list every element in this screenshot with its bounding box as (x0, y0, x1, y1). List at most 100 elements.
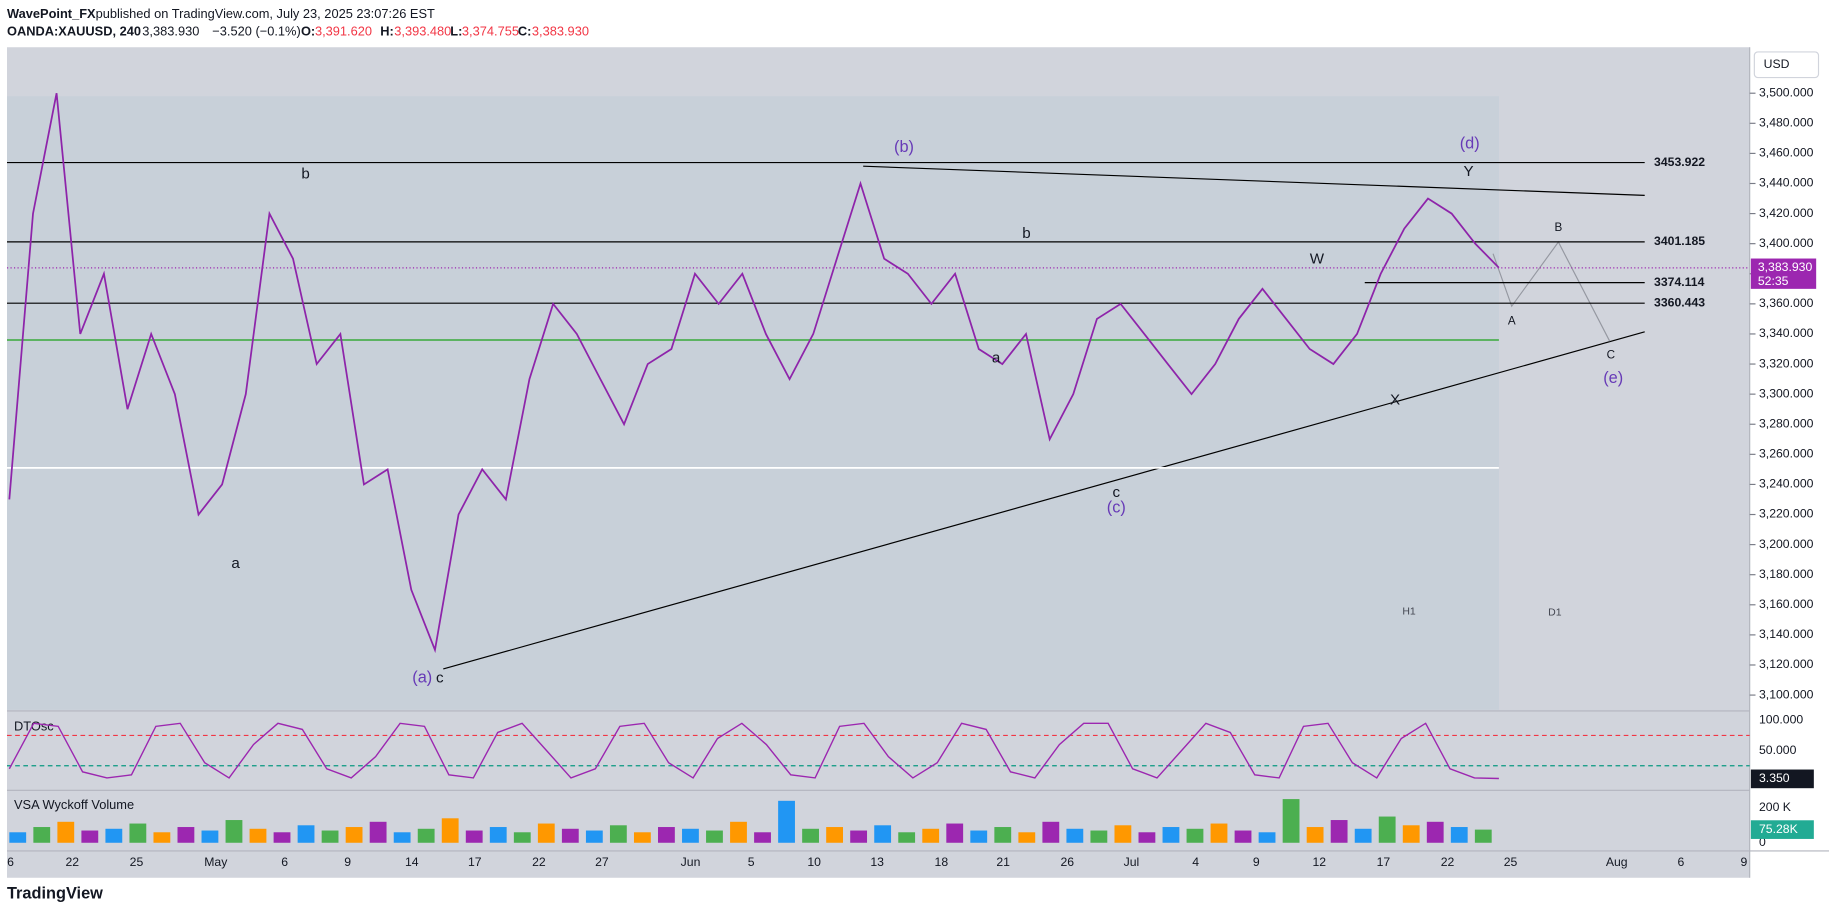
volume-last: 75.28K (1759, 822, 1799, 836)
osc-last: 3.350 (1759, 771, 1790, 785)
x-tick-label: 21 (996, 855, 1010, 869)
volume-bar (393, 832, 411, 843)
volume-bar (1042, 821, 1060, 843)
wave-label: C (1607, 348, 1615, 361)
x-tick-label: 6 (1677, 855, 1684, 869)
level-label: 3453.922 (1654, 155, 1705, 169)
volume-bar (1474, 829, 1492, 843)
volume-bar (225, 820, 243, 843)
y-tick-label: 3,400.000 (1759, 236, 1814, 250)
osc-title: DTOsc (14, 719, 54, 734)
high: 3,393.480 (394, 23, 451, 38)
volume-bar (1450, 827, 1468, 843)
volume-bar (633, 832, 651, 843)
close: 3,383.930 (532, 23, 589, 38)
volume-bar (1186, 828, 1204, 843)
volume-bar (754, 832, 771, 843)
volume-bar (1210, 823, 1228, 843)
volume-last-tag (1750, 820, 1814, 839)
volume-bar (609, 825, 627, 843)
last-price-tag (1750, 258, 1817, 289)
volume-bar (1162, 827, 1180, 843)
wave-label: W (1310, 251, 1325, 268)
volume-bar (802, 828, 819, 843)
y-tick-label: 3,460.000 (1759, 146, 1814, 160)
volume-bar (874, 825, 892, 843)
volume-bar (153, 832, 171, 843)
wave-label: (d) (1460, 134, 1480, 152)
y-tick-label: 3,220.000 (1759, 507, 1814, 521)
inset-label: D1 (1548, 608, 1562, 619)
level-label: 3360.443 (1654, 295, 1705, 309)
inset-label: H1 (1402, 607, 1416, 618)
x-tick-label: 17 (1377, 855, 1391, 869)
y-tick-label: 3,500.000 (1759, 85, 1814, 99)
level-label: 3374.114 (1654, 275, 1705, 289)
y-tick-label: 3,160.000 (1759, 597, 1814, 611)
y-tick-label: 3,320.000 (1759, 356, 1814, 370)
volume-bar (9, 832, 27, 843)
osc-line (8, 722, 1499, 780)
volume-bar (369, 821, 387, 843)
volume-bar (706, 830, 723, 843)
wave-label: Y (1464, 163, 1474, 180)
y-tick-label: 3,240.000 (1759, 477, 1814, 491)
volume-bar (129, 823, 147, 843)
open: 3,391.620 (315, 23, 372, 38)
wave-label: b (1022, 225, 1030, 242)
brand: TradingView (7, 884, 103, 902)
volume-bar (1066, 828, 1084, 843)
volume-bar (994, 827, 1012, 843)
volume-bar (561, 828, 579, 843)
wave-label: (a) (412, 669, 432, 687)
volume-bar (850, 830, 868, 843)
wave-label: X (1390, 392, 1400, 409)
currency-button[interactable] (1753, 51, 1820, 79)
low-label: L: (450, 23, 462, 38)
wave-label: c (436, 669, 444, 686)
x-tick-label: 22 (1441, 855, 1455, 869)
wave-label: (c) (1107, 498, 1126, 516)
author: WavePoint_FX (7, 6, 96, 21)
volume-bar (441, 818, 459, 843)
y-tick-label: 3,440.000 (1759, 176, 1814, 190)
currency[interactable]: USD (1764, 57, 1790, 71)
x-tick-label: 25 (1504, 855, 1518, 869)
volume-bar (57, 821, 75, 843)
price-line (8, 93, 1500, 654)
volume-bar (345, 827, 363, 843)
volume-bar (922, 828, 940, 843)
volume-bar (1330, 820, 1348, 843)
projection (1492, 240, 1611, 342)
y-tick-label: 3,100.000 (1759, 687, 1814, 701)
volume-bar (513, 832, 531, 843)
volume-bar (682, 828, 699, 843)
volume-bar (177, 827, 195, 843)
volume-bar (1018, 832, 1036, 843)
volume-bar (1306, 827, 1324, 843)
x-tick-label: 26 (1061, 855, 1075, 869)
x-tick-label: 27 (595, 855, 609, 869)
y-tick-label: 3,140.000 (1759, 627, 1814, 641)
y-tick-label: 3,260.000 (1759, 447, 1814, 461)
last-price: 3,383.930 (1758, 260, 1813, 274)
y-tick-label: 3,200.000 (1759, 537, 1814, 551)
volume-bar (249, 828, 267, 843)
volume-bar (1138, 832, 1156, 843)
osc-last-tag (1750, 769, 1814, 789)
y-tick-label: 3,280.000 (1759, 416, 1814, 430)
low: 3,374.755 (462, 23, 519, 38)
x-tick-label: 10 (807, 855, 821, 869)
y-tick-label: 3,420.000 (1759, 206, 1814, 220)
volume-bar (826, 827, 844, 843)
x-tick-label: 18 (935, 855, 949, 869)
x-tick-label: 9 (1253, 855, 1260, 869)
x-tick-label: 9 (1740, 855, 1747, 869)
volume-bar (417, 828, 435, 843)
volume-bar (1426, 821, 1444, 843)
volume-bar (1114, 825, 1132, 843)
volume-bar (1378, 816, 1396, 843)
close-label: C: (518, 23, 532, 38)
y-tick-label: 3,340.000 (1759, 326, 1814, 340)
